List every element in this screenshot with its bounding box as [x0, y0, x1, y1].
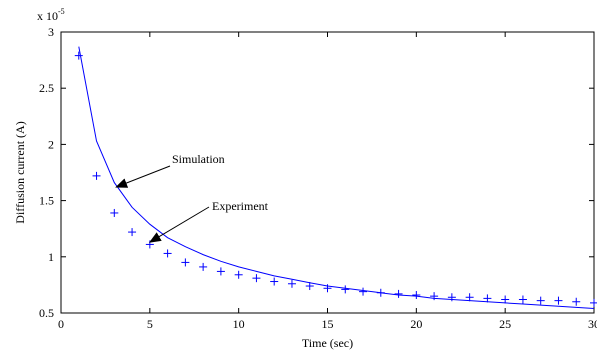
experiment-point — [270, 277, 279, 286]
experiment-point — [341, 285, 350, 294]
x-axis-label: Time (sec) — [302, 336, 353, 350]
x-tick-label: 25 — [499, 317, 511, 331]
experiment-point — [394, 289, 403, 298]
y-tick-label: 1 — [48, 250, 54, 264]
experiment-point — [252, 274, 261, 283]
experiment-point — [323, 284, 332, 293]
x-tick-label: 10 — [233, 317, 245, 331]
experiment-point — [376, 288, 385, 297]
experiment-point — [359, 287, 368, 296]
experiment-point — [234, 270, 243, 279]
experiment-point — [465, 293, 474, 302]
x-tick-label: 15 — [322, 317, 334, 331]
x-tick-label: 0 — [58, 317, 64, 331]
x-axis-ticks: 0 5 10 15 20 25 30 — [58, 32, 597, 331]
series-layer — [74, 46, 597, 309]
experiment-point — [572, 297, 581, 306]
experiment-point — [74, 51, 83, 60]
y-tick-label: 2 — [48, 137, 54, 151]
experiment-point — [483, 294, 492, 303]
y-tick-label: 3 — [48, 25, 54, 39]
experiment-point — [430, 292, 439, 301]
experiment-point — [518, 295, 527, 304]
y-axis-label: Diffusion current (A) — [13, 121, 27, 223]
annotation-experiment-arrow — [148, 206, 210, 243]
experiment-point — [92, 171, 101, 180]
y-axis-ticks: 0.5 1 1.5 2 2.5 3 — [39, 25, 594, 320]
experiment-point — [181, 258, 190, 267]
experiment-point — [412, 291, 421, 300]
simulation-series-line — [78, 46, 595, 309]
annotation-simulation-label: Simulation — [172, 152, 225, 166]
y-tick-label: 2.5 — [39, 81, 54, 95]
x-tick-label: 20 — [410, 317, 422, 331]
y-tick-label: 1.5 — [39, 194, 54, 208]
experiment-point — [163, 249, 172, 258]
experiment-point — [305, 282, 314, 291]
plot-area — [60, 31, 595, 314]
experiment-point — [554, 296, 563, 305]
experiment-point — [216, 267, 225, 276]
experiment-point — [199, 262, 208, 271]
experiment-point — [447, 293, 456, 302]
x-tick-label: 5 — [147, 317, 153, 331]
annotation-simulation-arrow — [115, 165, 171, 188]
experiment-point — [110, 208, 119, 217]
y-axis-exponent: x 10-5 — [37, 7, 65, 23]
experiment-point — [287, 279, 296, 288]
annotation-experiment-label: Experiment — [212, 199, 269, 213]
experiment-point — [128, 228, 137, 237]
x-tick-label: 30 — [588, 317, 597, 331]
experiment-point — [536, 296, 545, 305]
experiment-point — [501, 295, 510, 304]
y-tick-label: 0.5 — [39, 306, 54, 320]
